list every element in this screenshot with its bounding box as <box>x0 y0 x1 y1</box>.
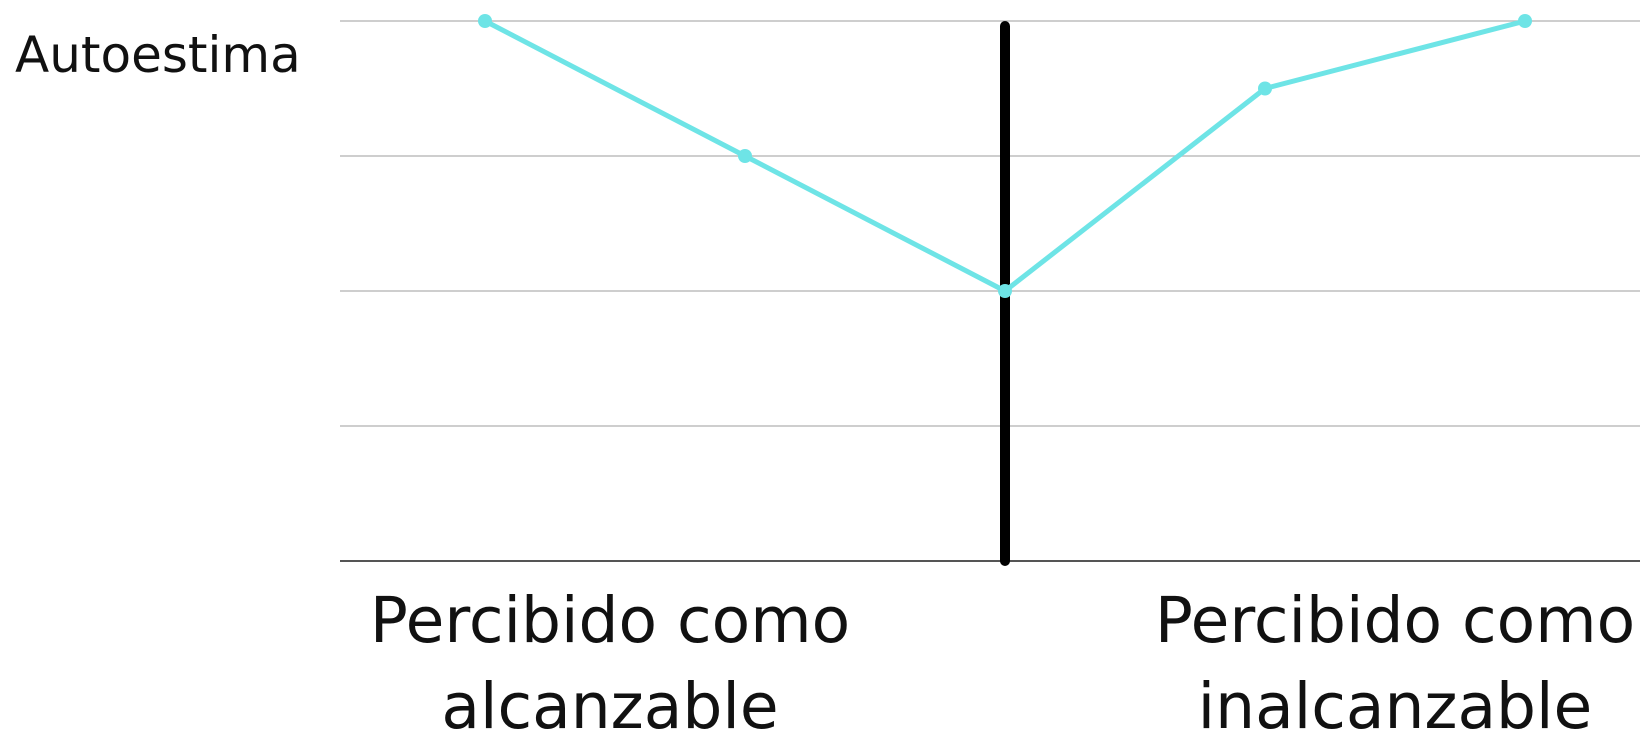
data-point <box>1518 14 1532 28</box>
data-point <box>998 284 1012 298</box>
series-layer <box>478 14 1532 298</box>
data-point <box>478 14 492 28</box>
category-labels: Percibido como alcanzable Percibido como in… <box>370 584 1635 735</box>
x-tick-label: inalcanzable <box>1198 670 1593 735</box>
data-point <box>738 149 752 163</box>
grid-lines <box>340 20 1640 562</box>
x-tick-label: alcanzable <box>441 670 778 735</box>
data-point <box>1258 81 1272 96</box>
x-tick-label: Percibido como <box>1155 584 1635 657</box>
x-tick-label: Percibido como <box>370 584 850 657</box>
y-axis-label: Autoestima <box>15 26 301 84</box>
